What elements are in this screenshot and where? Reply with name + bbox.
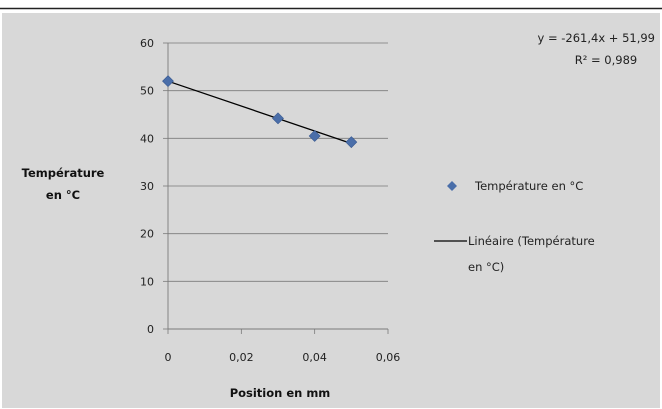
y-tick-label: 40 — [140, 132, 154, 145]
axes — [163, 42, 389, 334]
x-tick-labels: 0 0,02 0,04 0,06 — [165, 351, 401, 364]
legend-trendline-label-line2: en °C) — [468, 260, 504, 274]
trendline — [167, 80, 352, 145]
r-squared-label: R² = 0,989 — [575, 53, 637, 67]
trendline-group — [167, 80, 352, 145]
y-tick-label: 50 — [140, 85, 154, 98]
y-tick-label: 20 — [140, 228, 154, 241]
y-tick-label: 0 — [147, 323, 154, 336]
gridlines — [168, 42, 388, 282]
x-tick-label: 0,02 — [229, 351, 254, 364]
y-tick-label: 10 — [140, 275, 154, 288]
y-axis-title-line2: en °C — [46, 188, 80, 202]
x-tick-label: 0 — [165, 351, 172, 364]
data-point — [162, 75, 174, 88]
trendline-equation: y = -261,4x + 51,99 — [538, 31, 656, 45]
x-tick-label: 0,06 — [376, 351, 401, 364]
y-axis-title-line1: Température — [22, 166, 105, 180]
data-point — [308, 130, 321, 142]
y-tick-label: 60 — [140, 37, 154, 50]
legend-series-label: Température en °C — [474, 179, 583, 193]
x-tick-label: 0,04 — [302, 351, 327, 364]
data-point — [345, 136, 358, 149]
y-tick-labels: 0 10 20 30 40 50 60 — [140, 37, 154, 336]
y-tick-label: 30 — [140, 180, 154, 193]
data-point — [272, 112, 284, 125]
data-points — [162, 75, 358, 149]
x-axis-title: Position en mm — [230, 386, 331, 400]
chart-background — [2, 13, 660, 408]
legend-marker-diamond — [447, 181, 457, 191]
legend: Température en °C Linéaire (Température … — [434, 179, 595, 274]
legend-trendline-label-line1: Linéaire (Température — [468, 234, 595, 248]
